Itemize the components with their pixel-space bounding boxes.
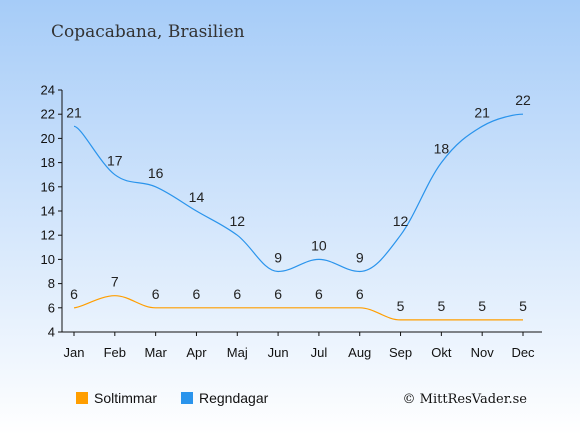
x-tick-label: Feb (104, 345, 126, 360)
data-label-regndagar: 9 (274, 250, 282, 266)
series-line-regndagar (73, 113, 524, 273)
chart-title: Copacabana, Brasilien (51, 22, 245, 42)
legend-swatch-soltimmar (76, 392, 88, 404)
credit: © MittResVader.se (403, 392, 528, 407)
data-label-regndagar: 12 (393, 213, 409, 229)
data-label-regndagar: 22 (515, 92, 531, 108)
data-label-regndagar: 16 (148, 165, 164, 181)
y-tick-label: 4 (48, 325, 55, 340)
data-label-soltimmar: 6 (315, 286, 323, 302)
y-tick-label: 20 (41, 131, 55, 146)
data-label-regndagar: 12 (229, 213, 245, 229)
data-label-soltimmar: 5 (478, 298, 486, 314)
legend: Soltimmar Regndagar (76, 390, 269, 406)
legend-label-soltimmar: Soltimmar (94, 390, 157, 406)
y-tick-label: 8 (48, 276, 55, 291)
data-label-regndagar: 21 (66, 104, 82, 120)
x-tick-label: Sep (389, 345, 412, 360)
x-tick-label: Jan (64, 345, 85, 360)
x-tick-label: Aug (348, 345, 371, 360)
y-tick-label: 6 (48, 300, 55, 315)
x-tick-label: Nov (471, 345, 495, 360)
data-label-soltimmar: 6 (274, 286, 282, 302)
data-label-regndagar: 18 (434, 141, 450, 157)
data-label-soltimmar: 5 (397, 298, 405, 314)
legend-swatch-regndagar (181, 392, 193, 404)
x-tick-label: Mar (144, 345, 167, 360)
x-tick-label: Apr (186, 345, 207, 360)
data-label-regndagar: 9 (356, 250, 364, 266)
y-tick-label: 24 (41, 83, 55, 98)
y-tick-label: 10 (41, 252, 55, 267)
series-line-soltimmar (73, 295, 523, 321)
data-label-regndagar: 10 (311, 237, 327, 253)
series-lines (73, 113, 524, 321)
y-tick-label: 22 (41, 107, 55, 122)
x-axis-ticks: Jan Feb Mar Apr Maj Jun Jul Aug Sep Okt Nov Dec (64, 332, 535, 360)
y-tick-label: 16 (41, 179, 55, 194)
data-label-soltimmar: 6 (233, 286, 241, 302)
x-tick-label: Jul (311, 345, 328, 360)
legend-label-regndagar: Regndagar (199, 390, 269, 406)
data-label-soltimmar: 6 (152, 286, 160, 302)
data-label-soltimmar: 6 (193, 286, 201, 302)
x-tick-label: Maj (227, 345, 248, 360)
x-tick-label: Dec (511, 345, 535, 360)
y-tick-label: 18 (41, 155, 55, 170)
data-label-regndagar: 17 (107, 153, 123, 169)
data-label-soltimmar: 6 (356, 286, 364, 302)
y-tick-label: 12 (41, 228, 55, 243)
data-label-regndagar: 14 (189, 189, 205, 205)
x-tick-label: Okt (431, 345, 452, 360)
data-label-soltimmar: 6 (70, 286, 78, 302)
x-tick-label: Jun (268, 345, 289, 360)
y-tick-label: 14 (41, 204, 55, 219)
data-label-regndagar: 21 (474, 104, 490, 120)
data-label-soltimmar: 7 (111, 274, 119, 290)
data-label-soltimmar: 5 (519, 298, 527, 314)
data-labels: 6 7 6 6 6 6 6 6 5 5 5 5 21 17 16 14 12 9 10 9 12 18 21 22 (66, 92, 531, 314)
y-axis-ticks: 4 6 8 10 12 14 16 18 20 22 24 (41, 83, 62, 340)
data-label-soltimmar: 5 (437, 298, 445, 314)
